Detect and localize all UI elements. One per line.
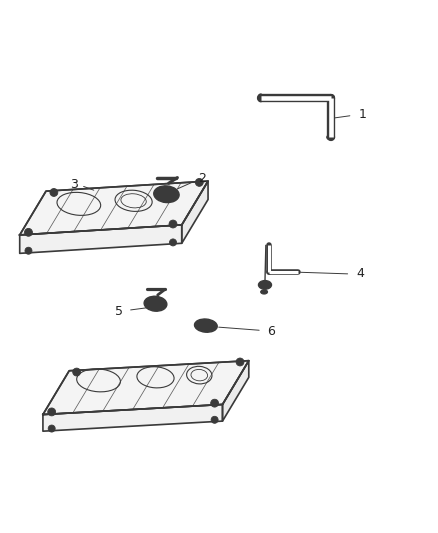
Text: 3: 3: [70, 178, 78, 191]
Circle shape: [211, 399, 219, 407]
Circle shape: [48, 408, 56, 416]
Ellipse shape: [258, 280, 272, 289]
Text: 4: 4: [356, 268, 364, 280]
Polygon shape: [20, 225, 182, 253]
Polygon shape: [43, 361, 249, 415]
Circle shape: [170, 239, 177, 246]
Circle shape: [50, 189, 58, 197]
Text: 6: 6: [267, 325, 275, 338]
Circle shape: [25, 247, 32, 254]
Circle shape: [48, 425, 55, 432]
Circle shape: [211, 416, 218, 423]
Polygon shape: [223, 361, 249, 421]
Ellipse shape: [144, 296, 167, 311]
Text: 1: 1: [359, 108, 367, 121]
Ellipse shape: [327, 135, 335, 140]
Text: 5: 5: [115, 305, 123, 318]
Text: 2: 2: [198, 172, 206, 185]
Ellipse shape: [261, 290, 268, 294]
Circle shape: [236, 358, 244, 366]
Ellipse shape: [194, 319, 217, 332]
Ellipse shape: [154, 186, 179, 203]
Polygon shape: [182, 181, 208, 243]
Polygon shape: [43, 405, 223, 431]
Circle shape: [169, 220, 177, 228]
Circle shape: [73, 368, 81, 376]
Circle shape: [195, 179, 203, 187]
Polygon shape: [20, 181, 208, 235]
Ellipse shape: [258, 94, 263, 102]
Circle shape: [25, 229, 32, 236]
